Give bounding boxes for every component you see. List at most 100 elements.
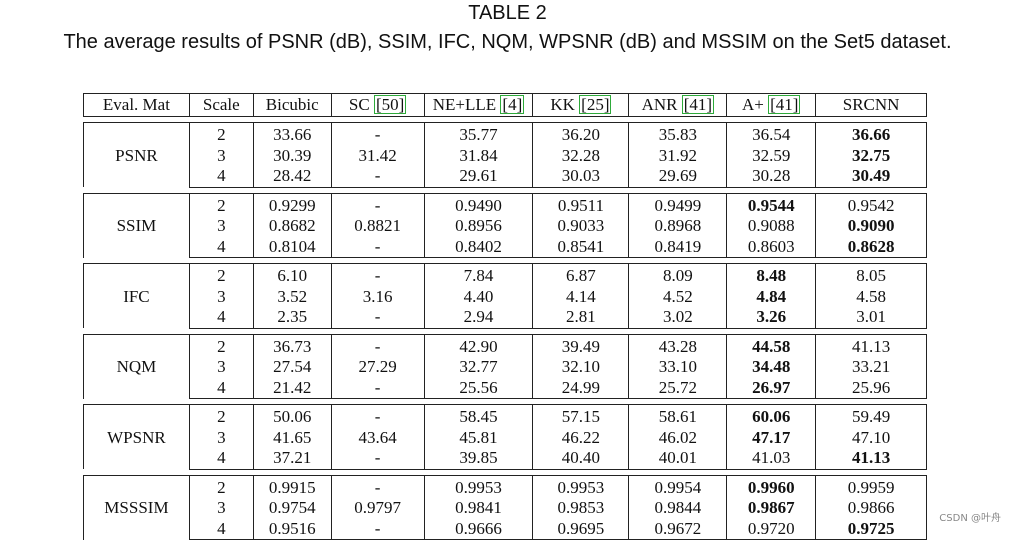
best-value: 32.75 — [851, 145, 891, 165]
value-cell: 8.48 — [726, 263, 817, 287]
value-cell: 46.02 — [628, 427, 728, 448]
value-cell: 0.9511 — [532, 192, 630, 216]
value-cell: 2.81 — [532, 307, 630, 329]
scale-cell: 3 — [188, 145, 254, 166]
column-header: SC [50] — [330, 93, 425, 117]
citation-link[interactable]: [41] — [681, 94, 715, 114]
value-cell: 4.40 — [423, 286, 534, 307]
value-cell: - — [330, 474, 425, 498]
value-cell: 60.06 — [726, 404, 817, 428]
table-row: 3 41.65 43.64 45.81 46.22 46.02 47.17 47.10 — [84, 427, 927, 448]
best-value: 30.49 — [851, 166, 891, 185]
value-cell: 0.9959 — [815, 474, 927, 498]
value-cell: 25.96 — [815, 377, 927, 399]
column-header-label: Bicubic — [265, 94, 319, 114]
value-cell: 32.28 — [532, 145, 630, 166]
value-cell: 31.84 — [423, 145, 534, 166]
best-value: 4.84 — [756, 286, 787, 306]
scale-cell: 2 — [188, 263, 254, 287]
value-cell: 36.66 — [815, 122, 927, 146]
value-cell: 41.13 — [815, 448, 927, 470]
table-row: MSSSIM 2 0.9915-0.9953 0.9953 0.9954 0.9960 0.… — [83, 474, 927, 540]
value-cell: 25.72 — [628, 377, 728, 399]
table-row: 3 3.52 3.16 4.40 4.14 4.52 4.84 4.58 — [84, 286, 927, 307]
value-cell: 0.9853 — [532, 498, 630, 519]
table-row: 4 0.8104-0.8402 0.8541 0.8419 0.8603 0.8628 — [84, 236, 927, 258]
column-header-label: KK — [550, 94, 580, 114]
column-header: ANR [41] — [628, 93, 728, 117]
value-cell: 0.8541 — [532, 236, 630, 258]
value-cell: 45.81 — [423, 427, 534, 448]
value-cell: 36.73 — [252, 333, 332, 357]
value-cell: - — [330, 333, 425, 357]
value-cell: 58.45 — [423, 404, 534, 428]
value-cell: 44.58 — [726, 333, 817, 357]
value-cell: 0.9797 — [330, 498, 425, 519]
value-cell: 0.9499 — [628, 192, 728, 216]
value-cell: - — [330, 307, 425, 329]
column-header: Scale — [188, 93, 254, 117]
value-cell: 2.35 — [252, 307, 332, 329]
column-header-label: SC — [348, 94, 374, 114]
value-cell: 39.49 — [532, 333, 630, 357]
value-cell: 2.94 — [423, 307, 534, 329]
column-header-label: NE+LLE — [432, 94, 501, 114]
best-value: 0.9090 — [847, 216, 895, 235]
table-row: 4 37.21-39.85 40.40 40.01 41.03 41.13 — [84, 448, 927, 470]
table-row: 4 2.35-2.94 2.81 3.02 3.26 3.01 — [84, 307, 927, 329]
value-cell: 31.92 — [628, 145, 728, 166]
table-caption: The average results of PSNR (dB), SSIM, … — [63, 31, 952, 53]
value-cell: - — [330, 236, 425, 258]
value-cell: 0.8419 — [628, 236, 728, 258]
value-cell: 36.54 — [726, 122, 817, 146]
value-cell: 24.99 — [532, 377, 630, 399]
column-header-label: SRCNN — [842, 94, 900, 114]
scale-cell: 3 — [188, 357, 254, 378]
scale-cell: 3 — [188, 286, 254, 307]
value-cell: 32.77 — [423, 357, 534, 378]
table-row: PSNR 2 33.66-35.77 36.20 35.83 36.54 36.66 — [83, 122, 927, 187]
value-cell: 0.8402 — [423, 236, 534, 258]
scale-cell: 2 — [188, 122, 254, 146]
citation-link[interactable]: [50] — [373, 94, 407, 114]
value-cell: 0.8821 — [330, 216, 425, 237]
value-cell: 0.9695 — [532, 518, 630, 540]
scale-cell: 4 — [188, 307, 254, 329]
value-cell: 0.8603 — [726, 236, 817, 258]
metric-name: NQM — [83, 333, 190, 399]
value-cell: 0.8956 — [423, 216, 534, 237]
value-cell: 41.13 — [815, 333, 927, 357]
citation-link[interactable]: [41] — [768, 94, 801, 114]
column-header: Bicubic — [252, 93, 332, 117]
scale-cell: 3 — [188, 216, 254, 237]
value-cell: 33.21 — [815, 357, 927, 378]
value-cell: 34.48 — [726, 357, 817, 378]
best-value: 0.9544 — [747, 195, 795, 215]
scale-cell: 4 — [188, 448, 254, 470]
metric-name: WPSNR — [83, 404, 190, 469]
value-cell: 4.14 — [532, 286, 630, 307]
value-cell: - — [330, 263, 425, 287]
metric-name: PSNR — [83, 122, 190, 187]
value-cell: 28.42 — [252, 166, 332, 188]
table-row: 4 0.9516-0.9666 0.9695 0.9672 0.9720 0.9725 — [84, 518, 927, 540]
value-cell: 39.85 — [423, 448, 534, 470]
value-cell: 47.17 — [726, 427, 817, 448]
table-row: 4 21.42-25.56 24.99 25.72 26.97 25.96 — [84, 377, 927, 399]
value-cell: 3.02 — [628, 307, 728, 329]
value-cell: 30.49 — [815, 166, 927, 188]
best-value: 3.26 — [756, 307, 787, 326]
scale-cell: 2 — [188, 192, 254, 216]
value-cell: - — [330, 404, 425, 428]
table-row: 4 28.42-29.61 30.03 29.69 30.28 30.49 — [84, 166, 927, 188]
best-value: 0.9960 — [747, 477, 795, 497]
citation-link[interactable]: [4] — [500, 94, 525, 114]
value-cell: 21.42 — [252, 377, 332, 399]
value-cell: 4.52 — [628, 286, 728, 307]
column-header: NE+LLE [4] — [423, 93, 534, 117]
value-cell: - — [330, 448, 425, 470]
table-row: 3 27.54 27.29 32.77 32.10 33.10 34.48 33.21 — [84, 357, 927, 378]
citation-link[interactable]: [25] — [579, 94, 612, 114]
value-cell: 0.9516 — [252, 518, 332, 540]
value-cell: 41.03 — [726, 448, 817, 470]
